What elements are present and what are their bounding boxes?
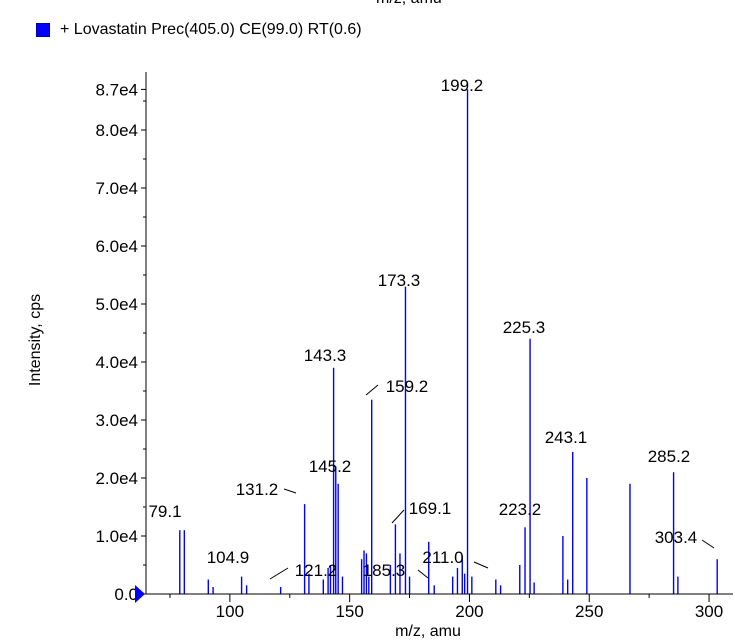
- annotation-labels-layer: 79.1 104.9 121.2 131.2 143.3 145.2 159.2 169.1 1…: [148, 76, 697, 580]
- peak-label-13: 225.3: [503, 318, 546, 337]
- peak-label-7: 169.1: [409, 499, 452, 518]
- y-tick-label-5: 5.0e4: [95, 295, 138, 314]
- peak-label-12: 223.2: [499, 500, 542, 519]
- y-tick-label-9: 8.7e4: [95, 80, 138, 99]
- x-axis-title: m/z, amu: [395, 623, 461, 640]
- x-tick-label-3: 250: [575, 602, 603, 621]
- y-tick-label-1: 1.0e4: [95, 527, 138, 546]
- peak-label-5: 145.2: [309, 457, 352, 476]
- peak-label-11: 211.0: [422, 548, 463, 567]
- legend-swatch: [36, 23, 50, 37]
- legend: + Lovastatin Prec(405.0) CE(99.0) RT(0.6…: [36, 20, 362, 40]
- x-tick-label-0: 100: [216, 602, 244, 621]
- y-tick-label-4: 4.0e4: [95, 353, 138, 372]
- y-axis-title: Intensity, cps: [27, 294, 44, 386]
- y-tick-label-2: 2.0e4: [95, 469, 138, 488]
- clipped-axis-title: m/z, amu: [376, 0, 442, 8]
- peak-label-8: 173.3: [378, 271, 421, 290]
- peak-label-2: 121.2: [295, 561, 338, 580]
- annotation-leaders-layer: [269, 384, 715, 580]
- peak-label-15: 285.2: [648, 447, 691, 466]
- peak-leader-2: [269, 567, 289, 580]
- axes-layer: 100 150 200 250 300 0.0 1.0e4 2.0e4 3.0e4 4.0e4 5.…: [95, 72, 733, 621]
- peak-leader-9: [417, 569, 429, 579]
- x-tick-label-2: 200: [455, 602, 483, 621]
- peak-label-4: 143.3: [304, 346, 347, 365]
- peak-leader-6: [365, 384, 379, 396]
- peak-label-14: 243.1: [545, 428, 588, 447]
- y-tick-label-8: 8.0e4: [95, 121, 138, 140]
- peak-label-6: 159.2: [386, 377, 429, 396]
- peak-leader-3: [283, 488, 297, 494]
- baseline-marker-icon[interactable]: [135, 585, 145, 603]
- peak-leader-7: [391, 509, 405, 524]
- peak-leader-11: [473, 561, 489, 569]
- peak-label-1: 104.9: [207, 548, 250, 567]
- y-tick-label-3: 3.0e4: [95, 411, 138, 430]
- peaks-layer: [179, 89, 718, 594]
- legend-label: + Lovastatin Prec(405.0) CE(99.0) RT(0.6…: [60, 21, 362, 38]
- x-tick-label-4: 300: [695, 602, 723, 621]
- peak-label-9: 185.3: [363, 561, 406, 580]
- peak-leader-16: [701, 539, 715, 549]
- peak-label-16: 303.4: [655, 528, 698, 547]
- peak-label-3: 131.2: [236, 480, 279, 499]
- peak-label-10: 199.2: [441, 76, 484, 95]
- y-tick-label-0: 0.0: [114, 585, 138, 604]
- x-tick-label-1: 150: [335, 602, 363, 621]
- peak-label-0: 79.1: [148, 502, 181, 521]
- y-tick-label-6: 6.0e4: [95, 237, 138, 256]
- y-tick-label-7: 7.0e4: [95, 179, 138, 198]
